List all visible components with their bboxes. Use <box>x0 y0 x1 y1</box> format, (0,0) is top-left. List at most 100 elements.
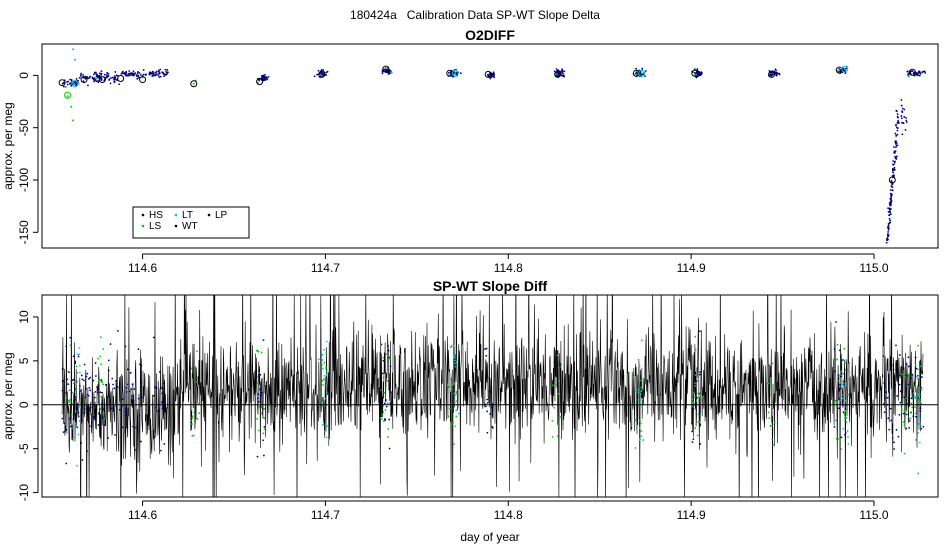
data-point <box>454 359 456 362</box>
data-point <box>86 372 89 375</box>
data-point <box>698 71 700 74</box>
data-point <box>905 363 908 366</box>
data-point <box>847 393 849 396</box>
data-point <box>640 430 643 433</box>
data-point <box>387 436 389 438</box>
data-point <box>86 76 89 78</box>
data-point <box>386 379 389 382</box>
data-point <box>73 58 76 61</box>
data-point <box>919 410 922 412</box>
data-point <box>87 394 90 397</box>
data-point <box>447 72 450 74</box>
data-point <box>106 71 108 74</box>
data-point <box>101 415 104 418</box>
data-point <box>562 75 565 77</box>
data-point <box>910 397 913 400</box>
data-point <box>156 73 158 76</box>
data-point <box>79 365 81 367</box>
data-point <box>633 423 636 425</box>
data-point <box>93 396 96 399</box>
data-point <box>846 369 849 372</box>
data-point <box>905 121 908 124</box>
data-point <box>889 203 892 205</box>
data-point <box>639 392 642 395</box>
data-point <box>66 81 68 83</box>
data-point <box>325 436 328 439</box>
data-point <box>192 82 195 85</box>
data-point <box>917 422 920 425</box>
data-point <box>887 222 890 225</box>
mean-marker <box>256 78 264 86</box>
data-point <box>255 349 258 352</box>
data-point <box>63 85 65 88</box>
data-point <box>896 127 899 130</box>
data-point <box>910 402 913 405</box>
data-point <box>635 390 638 393</box>
data-point <box>93 77 96 80</box>
data-point <box>837 407 840 410</box>
data-point <box>191 417 194 419</box>
data-point <box>895 146 897 149</box>
data-point <box>890 419 893 422</box>
data-point <box>694 427 697 430</box>
data-point <box>82 74 85 76</box>
data-point <box>692 392 695 394</box>
data-point <box>638 426 641 429</box>
data-point <box>74 380 76 383</box>
data-point <box>86 450 89 453</box>
data-point <box>99 355 102 358</box>
data-point <box>87 77 90 80</box>
data-point <box>149 73 151 76</box>
data-point <box>772 388 774 390</box>
data-point <box>112 405 115 408</box>
data-point <box>382 356 385 359</box>
data-point <box>388 70 391 73</box>
data-point <box>197 402 200 405</box>
data-point <box>768 69 771 72</box>
data-point <box>159 68 162 71</box>
data-point <box>321 383 324 386</box>
data-point <box>907 356 910 359</box>
data-point <box>195 380 198 383</box>
data-point <box>835 401 838 404</box>
data-point <box>691 430 693 433</box>
data-point <box>68 401 71 404</box>
data-point <box>888 214 890 217</box>
data-point <box>916 378 919 380</box>
data-point <box>838 68 841 70</box>
data-point <box>454 72 457 75</box>
data-point <box>695 76 698 79</box>
data-point <box>382 359 385 362</box>
data-point <box>896 113 899 116</box>
data-point <box>262 339 265 342</box>
data-point <box>320 74 322 77</box>
data-point <box>639 379 642 382</box>
data-point <box>95 75 98 78</box>
data-point <box>640 422 642 425</box>
data-point <box>62 431 65 433</box>
data-point <box>838 70 841 73</box>
data-point <box>98 72 101 75</box>
data-point <box>891 174 894 177</box>
data-point <box>384 372 387 374</box>
data-point <box>320 72 323 75</box>
data-point <box>901 107 904 110</box>
data-point <box>911 70 914 73</box>
data-point <box>699 424 702 426</box>
x-tick-label: 114.7 <box>311 508 340 522</box>
data-point <box>492 73 495 76</box>
data-point <box>839 375 842 378</box>
data-point <box>259 395 262 398</box>
data-point <box>896 129 899 132</box>
data-point <box>107 359 110 362</box>
plot-1-data <box>58 48 927 244</box>
data-point <box>455 409 458 412</box>
data-point <box>907 75 910 78</box>
data-point <box>382 411 385 413</box>
data-point <box>323 361 326 364</box>
data-point <box>554 383 557 386</box>
mean-marker <box>908 68 916 76</box>
data-point <box>126 383 129 386</box>
